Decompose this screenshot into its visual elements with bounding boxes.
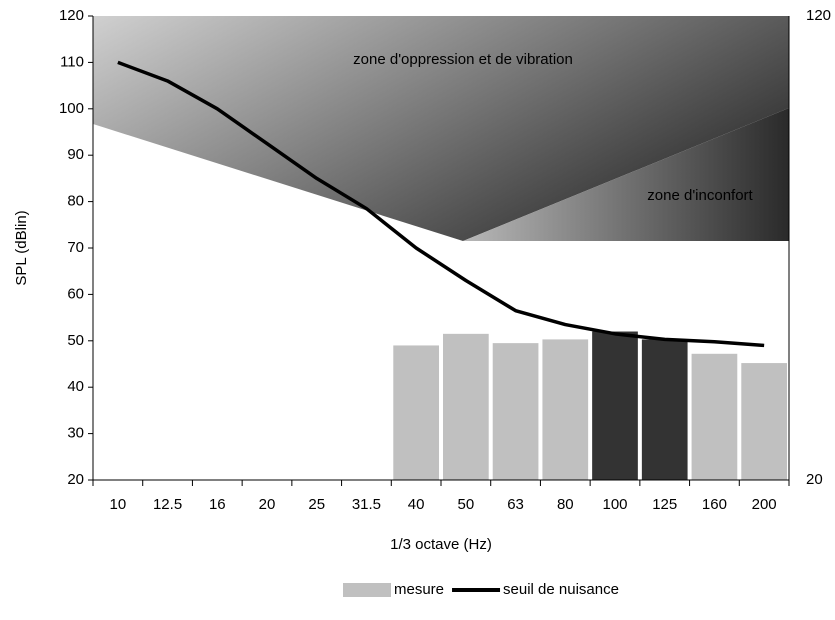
x-tick-label: 31.5: [352, 496, 381, 513]
y-tick-label: 100: [59, 100, 84, 117]
y-tick-label: 80: [67, 193, 84, 210]
legend-label: mesure: [394, 581, 444, 598]
bar: [741, 363, 787, 480]
y-tick-label: 70: [67, 239, 84, 256]
bar: [492, 343, 539, 480]
y-tick-label: 40: [67, 378, 84, 395]
x-tick-label: 200: [752, 496, 777, 513]
y2-tick-label: 20: [806, 471, 823, 488]
x-tick-label: 20: [259, 496, 276, 513]
x-tick-label: 16: [209, 496, 226, 513]
x-tick-label: 10: [110, 496, 127, 513]
x-tick-label: 100: [602, 496, 627, 513]
y-axis-title: SPL (dBlin): [13, 210, 30, 285]
x-tick-label: 63: [507, 496, 524, 513]
x-tick-label: 40: [408, 496, 425, 513]
annotation: zone d'inconfort: [647, 187, 753, 204]
x-axis-title: 1/3 octave (Hz): [390, 536, 492, 553]
legend-label: seuil de nuisance: [503, 581, 619, 598]
y-tick-label: 90: [67, 146, 84, 163]
y-tick-label: 60: [67, 285, 84, 302]
bar: [542, 339, 589, 480]
bar: [691, 353, 738, 480]
x-tick-label: 25: [308, 496, 325, 513]
x-tick-label: 50: [458, 496, 475, 513]
bar: [393, 345, 439, 480]
y2-tick-label: 120: [806, 7, 831, 24]
x-tick-label: 12.5: [153, 496, 182, 513]
line: [117, 60, 765, 348]
y-tick-label: 30: [67, 425, 84, 442]
legend-swatch: [343, 583, 391, 597]
bar: [592, 331, 638, 480]
y-tick-label: 120: [59, 7, 84, 24]
zone-inconfort: [463, 108, 789, 241]
x-tick-label: 80: [557, 496, 574, 513]
bar: [641, 339, 688, 480]
bar: [443, 333, 489, 480]
x-tick-label: 125: [652, 496, 677, 513]
y-tick-label: 20: [67, 471, 84, 488]
annotation: zone d'oppression et de vibration: [353, 51, 573, 68]
y-tick-label: 50: [67, 332, 84, 349]
y-tick-label: 110: [60, 53, 84, 70]
x-tick-label: 160: [702, 496, 727, 513]
zone-oppression: [93, 16, 789, 241]
